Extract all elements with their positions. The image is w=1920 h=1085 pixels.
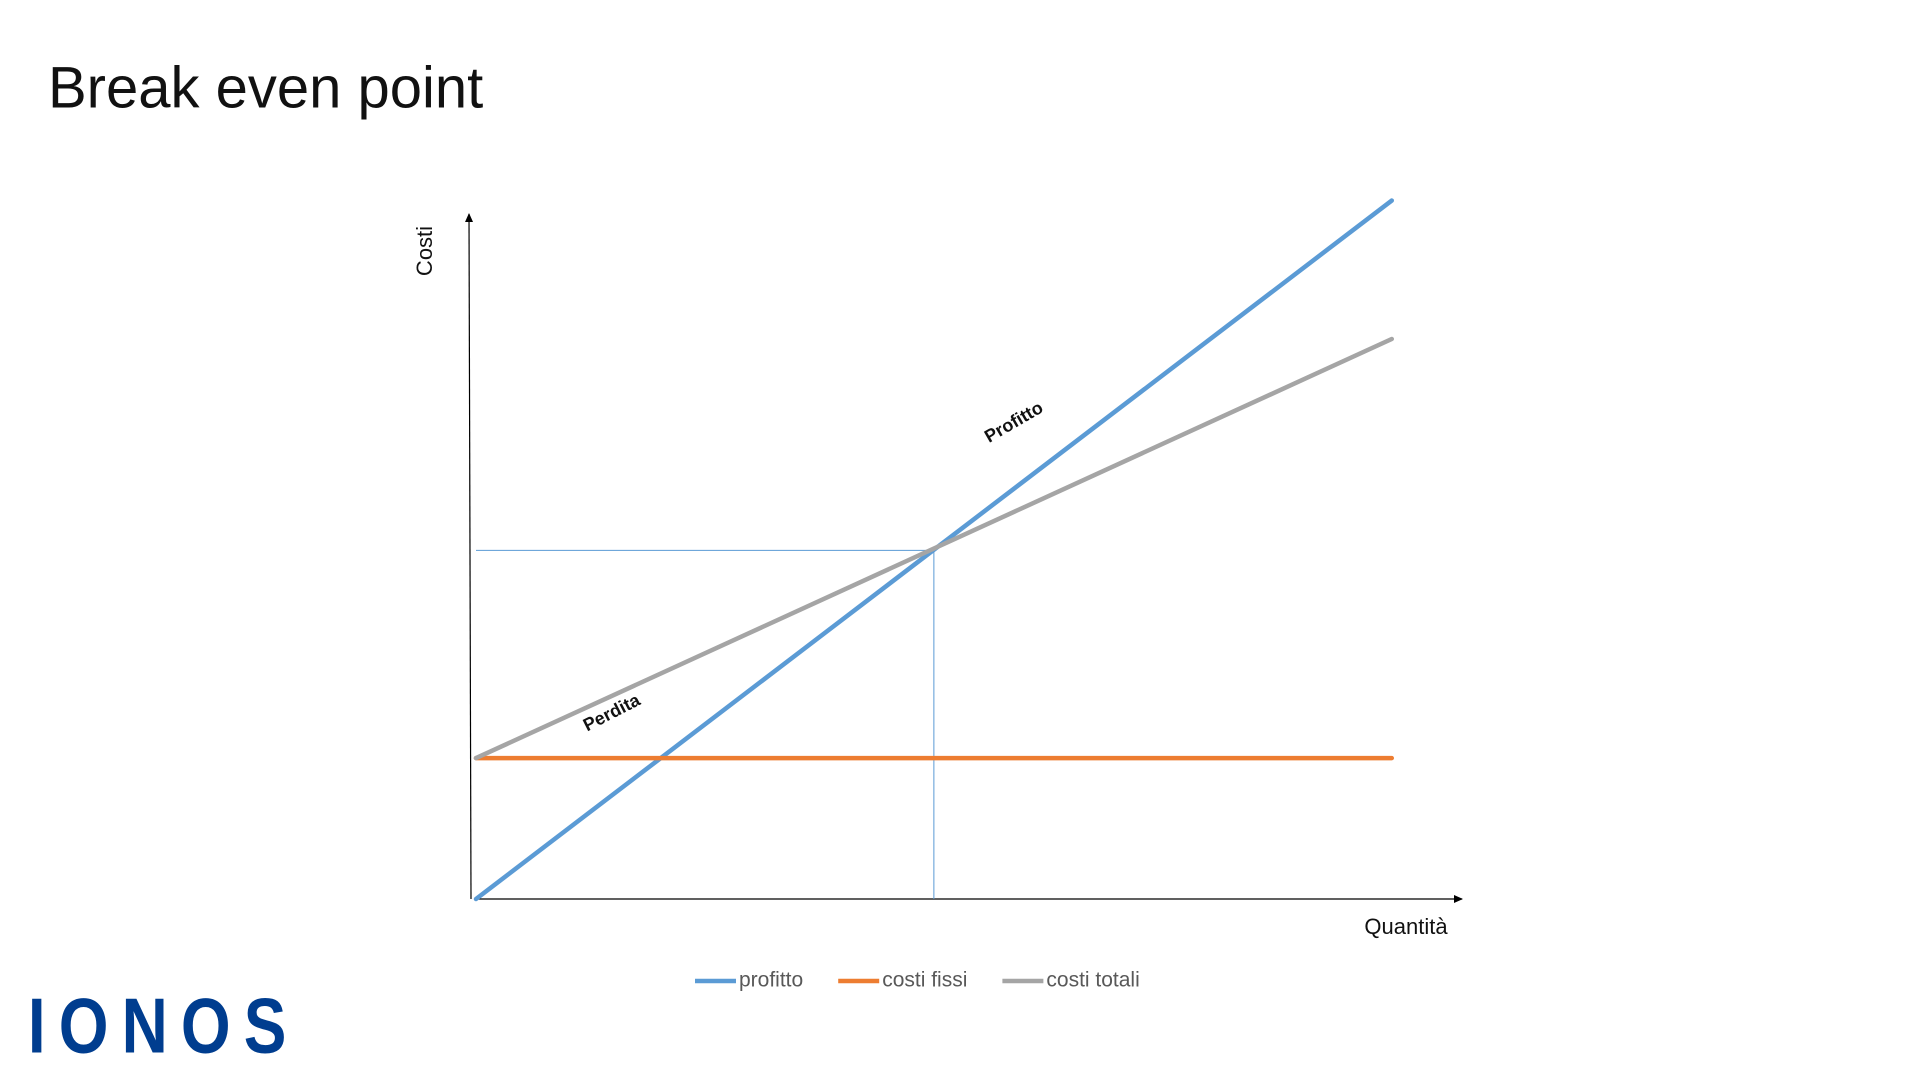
x-axis-label: Quantità <box>1364 914 1448 939</box>
legend-label: profitto <box>739 969 803 992</box>
logo: IONOS <box>28 983 300 1070</box>
y-axis-label: Costi <box>412 226 437 276</box>
annotation: Profitto <box>981 397 1046 446</box>
slide-title: Break even point <box>48 55 483 120</box>
legend-label: costi totali <box>1046 969 1139 992</box>
y-axis <box>465 213 474 900</box>
series-line <box>473 336 1394 761</box>
legend-label: costi fissi <box>882 969 967 992</box>
